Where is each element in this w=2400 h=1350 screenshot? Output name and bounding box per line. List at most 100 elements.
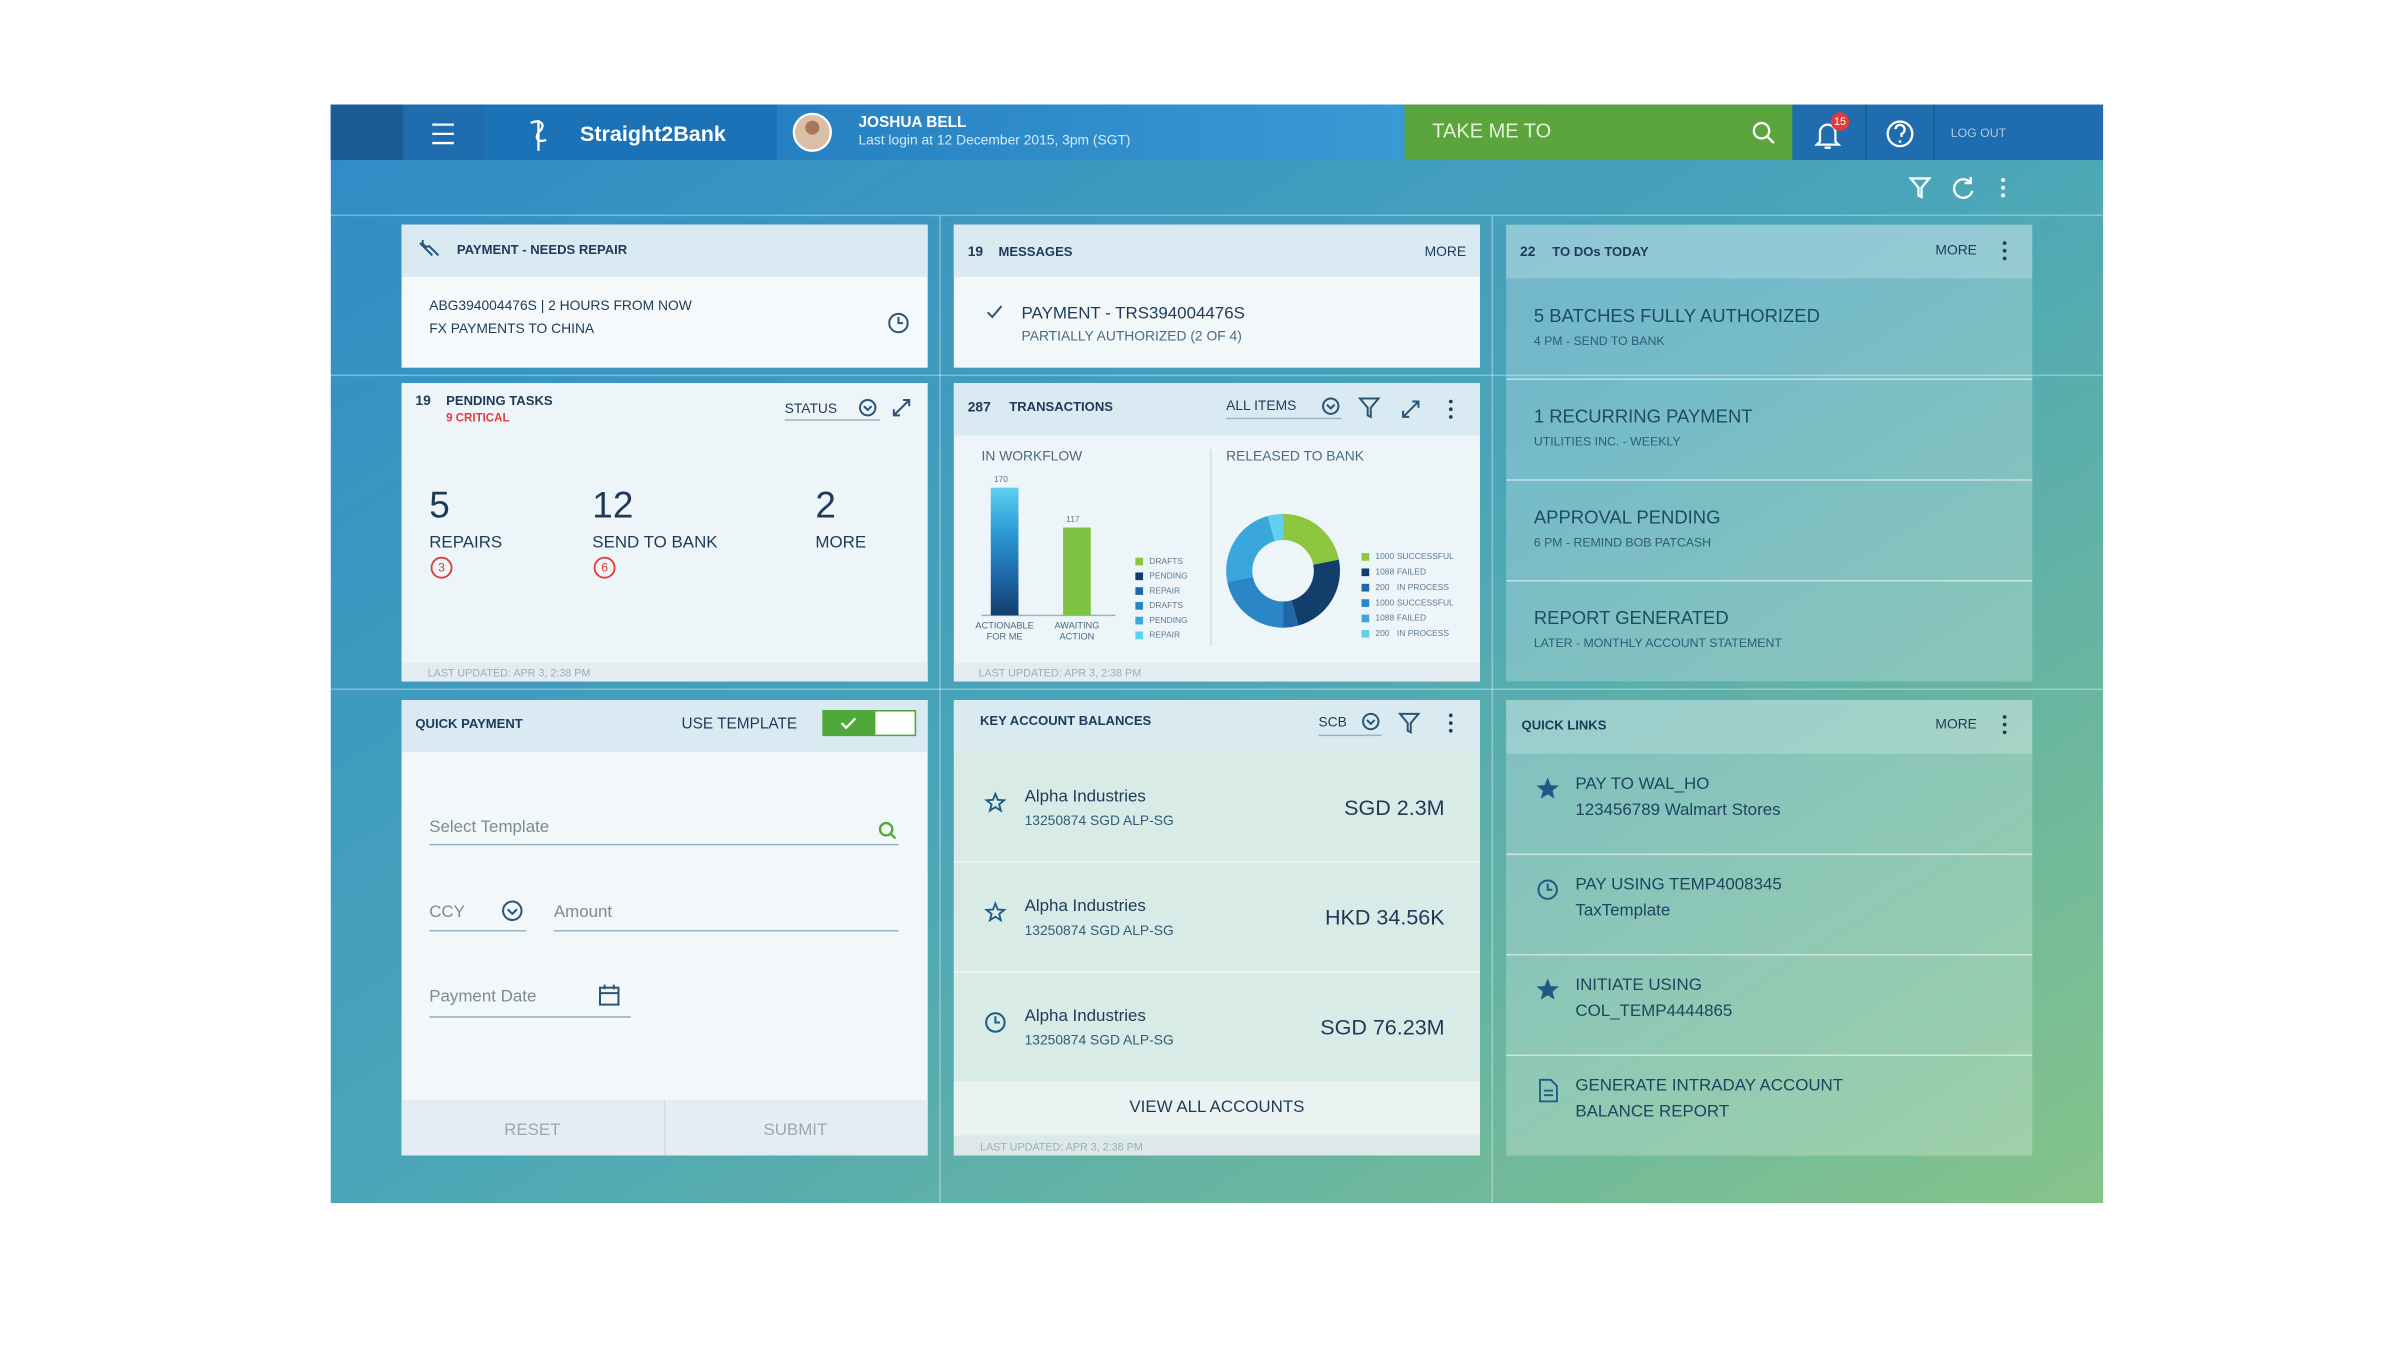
- star-icon: [1536, 978, 1559, 1000]
- badge: [593, 556, 616, 579]
- transactions-card[interactable]: 287 TRANSACTIONS ALL ITEMS IN WORKFLOW R…: [953, 383, 1480, 682]
- repair-card[interactable]: PAYMENT - NEEDS REPAIR ABG394004476S | 2…: [401, 224, 928, 368]
- todo-count: 22: [1520, 243, 1536, 259]
- bar-label: ACTION: [1060, 631, 1095, 641]
- badge-count: 6: [601, 561, 608, 575]
- filter-button[interactable]: [1908, 177, 1932, 199]
- messages-card[interactable]: 19 MESSAGES MORE PAYMENT - TRS394004476S…: [953, 224, 1480, 368]
- legend-value: 1088: [1375, 567, 1394, 577]
- link-bg: [1506, 954, 2033, 1056]
- clock-icon: [1537, 879, 1558, 900]
- account-row[interactable]: Alpha Industries 13250874 SGD ALP-SG HKD 3…: [953, 861, 1480, 972]
- account-name: Alpha Industries: [1025, 1006, 1146, 1025]
- notifications-button[interactable]: 15: [1814, 112, 1850, 149]
- logout-button[interactable]: LOG OUT: [1951, 126, 2007, 140]
- stat-value: 2: [815, 484, 836, 525]
- donut-segment: [1283, 513, 1339, 565]
- stat-value: 5: [429, 484, 450, 525]
- account-bg: [953, 752, 1480, 862]
- legend-swatch: [1135, 587, 1144, 595]
- refresh-button[interactable]: [1952, 176, 1974, 199]
- avatar-face: [805, 120, 820, 135]
- message-title: PAYMENT - TRS394004476S: [1022, 303, 1245, 322]
- template-toggle[interactable]: [822, 710, 917, 737]
- account-balance: SGD 2.3M: [1344, 796, 1444, 820]
- reset-button[interactable]: RESET: [504, 1120, 560, 1139]
- more-link[interactable]: MORE: [1935, 715, 1977, 731]
- quick-link[interactable]: GENERATE INTRADAY ACCOUNT BALANCE REPORT: [1506, 1054, 2033, 1156]
- header: Straight2Bank JOSHUA BELL Last login at …: [330, 104, 2104, 160]
- pending-card[interactable]: 19 PENDING TASKS 9 CRITICAL STATUS 5 REPA…: [401, 383, 928, 682]
- search-box[interactable]: TAKE ME TO: [1404, 104, 1793, 160]
- todo-item[interactable]: REPORT GENERATED LATER - MONTHLY ACCOUNT …: [1506, 580, 2033, 682]
- link-line: PAY TO WAL_HO: [1575, 774, 1709, 793]
- legend-value: 200: [1375, 582, 1389, 592]
- menu-button[interactable]: [403, 104, 485, 160]
- bank-filter[interactable]: SCB: [1318, 714, 1346, 730]
- quick-link[interactable]: PAY USING TEMP4008345 TaxTemplate: [1506, 853, 2033, 955]
- legend-value: 1088: [1375, 613, 1394, 623]
- repair-line: ABG394004476S | 2 HOURS FROM NOW: [429, 297, 692, 313]
- account-bg: [953, 971, 1480, 1082]
- todo-item[interactable]: APPROVAL PENDING 6 PM - REMIND BOB PATCAS…: [1506, 479, 2033, 581]
- legend-label: PENDING: [1149, 571, 1188, 581]
- more-button[interactable]: [1448, 399, 1453, 419]
- more-button[interactable]: [1448, 713, 1453, 733]
- toolbar: [1908, 176, 2006, 199]
- status-filter[interactable]: STATUS: [785, 400, 838, 416]
- account-row[interactable]: Alpha Industries 13250874 SGD ALP-SG SGD 2…: [953, 752, 1480, 862]
- section-title: RELEASED TO BANK: [1226, 448, 1365, 464]
- legend-label: REPAIR: [1149, 630, 1180, 640]
- todo-item[interactable]: 5 BATCHES FULLY AUTHORIZED 4 PM - SEND TO…: [1506, 278, 2033, 380]
- filter-button[interactable]: [1397, 712, 1421, 734]
- more-button[interactable]: [2001, 178, 2006, 198]
- legend-swatch: [1361, 630, 1370, 638]
- clock-hand: [1546, 883, 1553, 891]
- chevron-icon: [1322, 397, 1340, 415]
- card-title: TO DOs TODAY: [1552, 244, 1649, 259]
- todo-sub: UTILITIES INC. - WEEKLY: [1534, 435, 1681, 449]
- clock-hand: [994, 1016, 1000, 1024]
- bar-label: AWAITING: [1054, 621, 1099, 631]
- more-button[interactable]: [2002, 241, 2007, 261]
- notification-count: 15: [1834, 116, 1846, 128]
- placeholder: Select Template: [429, 817, 549, 836]
- todo-row: [1506, 379, 2033, 480]
- account-balance: HKD 34.56K: [1325, 906, 1445, 930]
- legend-label: IN PROCESS: [1397, 582, 1450, 592]
- items-filter[interactable]: ALL ITEMS: [1226, 397, 1296, 413]
- stat-value: 12: [592, 484, 633, 525]
- view-all-link[interactable]: VIEW ALL ACCOUNTS: [1129, 1097, 1304, 1116]
- account-row[interactable]: Alpha Industries 13250874 SGD ALP-SG SGD 7…: [953, 970, 1480, 1082]
- todo-item[interactable]: 1 RECURRING PAYMENT UTILITIES INC. - WEEK…: [1506, 378, 2033, 480]
- donut-segment: [1267, 513, 1284, 542]
- message-count: 19: [968, 243, 984, 259]
- help-button[interactable]: [1886, 120, 1914, 148]
- template-field[interactable]: Select Template: [429, 817, 899, 846]
- quick-link[interactable]: PAY TO WAL_HO 123456789 Walmart Stores: [1506, 753, 2033, 855]
- chevron-icon: [1362, 712, 1380, 731]
- account-list: Alpha Industries 13250874 SGD ALP-SG SGD 2…: [953, 752, 1480, 1082]
- expand-icon[interactable]: [892, 399, 911, 417]
- more-button[interactable]: [2002, 715, 2007, 735]
- use-template-label: USE TEMPLATE: [682, 716, 798, 733]
- more-link[interactable]: MORE: [1425, 243, 1466, 259]
- account-bg: [953, 862, 1480, 972]
- amount-field[interactable]: Amount: [554, 902, 899, 932]
- submit-button[interactable]: SUBMIT: [763, 1120, 827, 1139]
- more-link[interactable]: MORE: [1935, 241, 1977, 257]
- placeholder: CCY: [429, 902, 465, 921]
- star-icon: [1536, 777, 1559, 799]
- ccy-field[interactable]: CCY: [429, 900, 527, 932]
- card-title: QUICK LINKS: [1522, 718, 1607, 733]
- date-field[interactable]: Payment Date: [429, 984, 631, 1018]
- account-balance: SGD 76.23M: [1320, 1015, 1444, 1039]
- brand-name: Straight2Bank: [580, 122, 726, 146]
- quick-links-card: QUICK LINKS MORE PAY TO WAL_HO 123456789 …: [1506, 700, 2033, 1156]
- expand-icon[interactable]: [1402, 400, 1420, 418]
- quick-link[interactable]: INITIATE USING COL_TEMP4444865: [1506, 953, 2033, 1056]
- account-number: 13250874 SGD ALP-SG: [1025, 922, 1174, 938]
- filter-button[interactable]: [1357, 397, 1381, 419]
- legend-swatch: [1361, 599, 1370, 607]
